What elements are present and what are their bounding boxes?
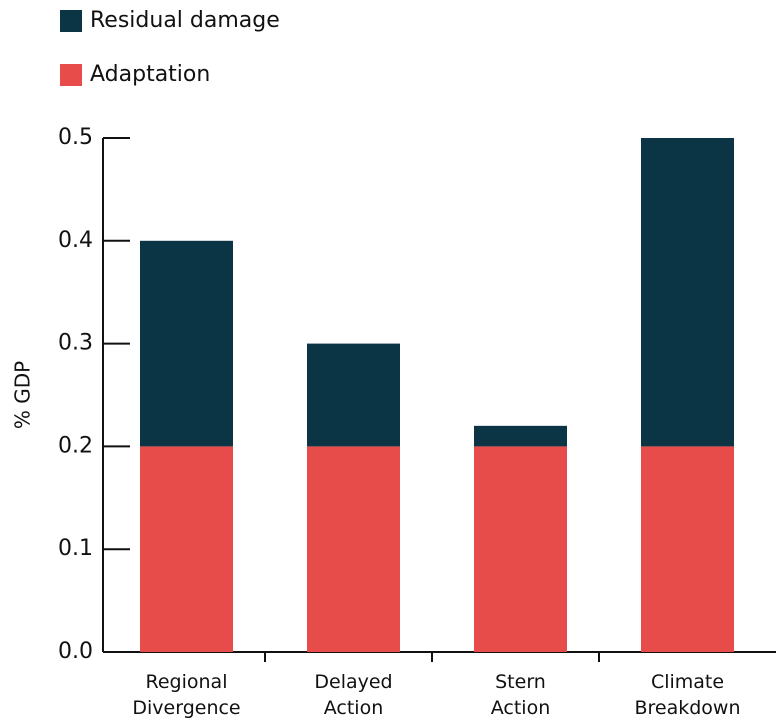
y-tick-label: 0.4: [58, 228, 93, 253]
bar-segment: [641, 138, 734, 447]
bar-segment: [307, 446, 400, 652]
y-axis-label: % GDP: [11, 361, 35, 429]
x-tick-label: Stern Action: [491, 671, 551, 719]
legend-label: Residual damage: [90, 8, 280, 33]
legend-swatch: [60, 64, 82, 86]
bar-segment: [641, 446, 734, 652]
y-tick-label: 0.1: [58, 536, 93, 561]
y-tick-label: 0.3: [58, 331, 93, 356]
legend-label: Adaptation: [90, 62, 210, 87]
bar-segment: [307, 343, 400, 447]
bar-segment: [140, 446, 233, 652]
bar-segment: [474, 425, 567, 447]
legend-swatch: [60, 10, 82, 32]
y-tick-label: 0.5: [58, 125, 93, 150]
x-tick-label: Climate Breakdown: [634, 671, 740, 719]
bar-segment: [140, 240, 233, 447]
bar-segment: [474, 446, 567, 652]
y-tick-label: 0.0: [58, 639, 93, 664]
x-tick-label: Delayed Action: [314, 671, 392, 719]
x-tick-label: Regional Divergence: [132, 671, 240, 719]
y-tick-label: 0.2: [58, 433, 93, 458]
